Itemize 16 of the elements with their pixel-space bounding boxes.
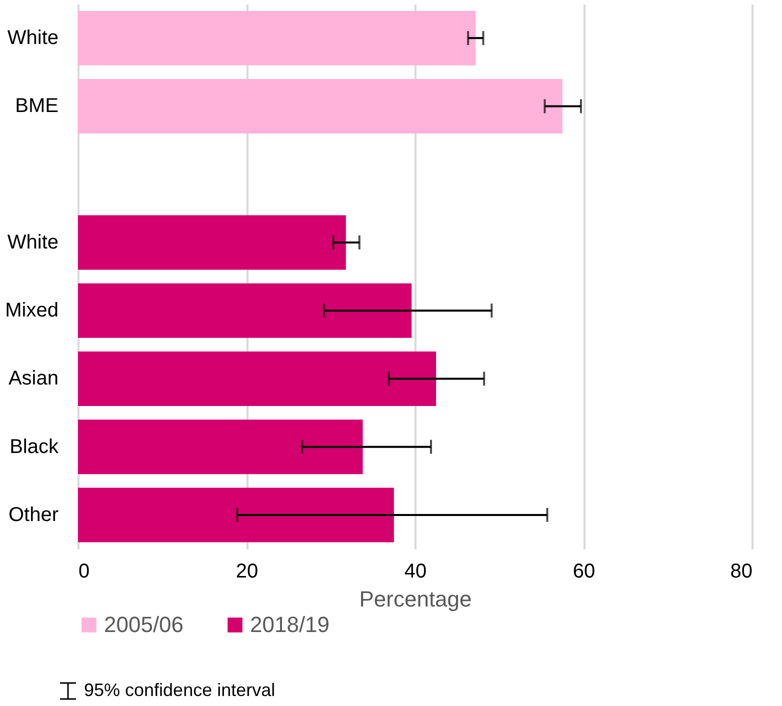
legend-label: 2018/19 — [250, 612, 330, 637]
x-tick-label: 60 — [572, 560, 596, 582]
y-tick-label: White — [7, 27, 58, 50]
x-tick-label: 20 — [236, 560, 258, 582]
y-tick-label: Asian — [8, 368, 58, 390]
x-tick-label: 40 — [404, 560, 427, 582]
y-tick-label: White — [7, 231, 58, 254]
text: 95% confidence interval — [84, 680, 276, 701]
legend-label: 2005/06 — [104, 612, 184, 637]
x-axis-title: Percentage — [359, 586, 472, 612]
y-tick-label: Other — [8, 504, 59, 526]
y-tick-label: BME — [15, 95, 58, 118]
x-tick-label: 0 — [78, 560, 90, 582]
y-tick-label: Black — [10, 436, 60, 458]
x-tick-label: 80 — [730, 560, 752, 582]
y-tick-label: Mixed — [5, 300, 58, 322]
